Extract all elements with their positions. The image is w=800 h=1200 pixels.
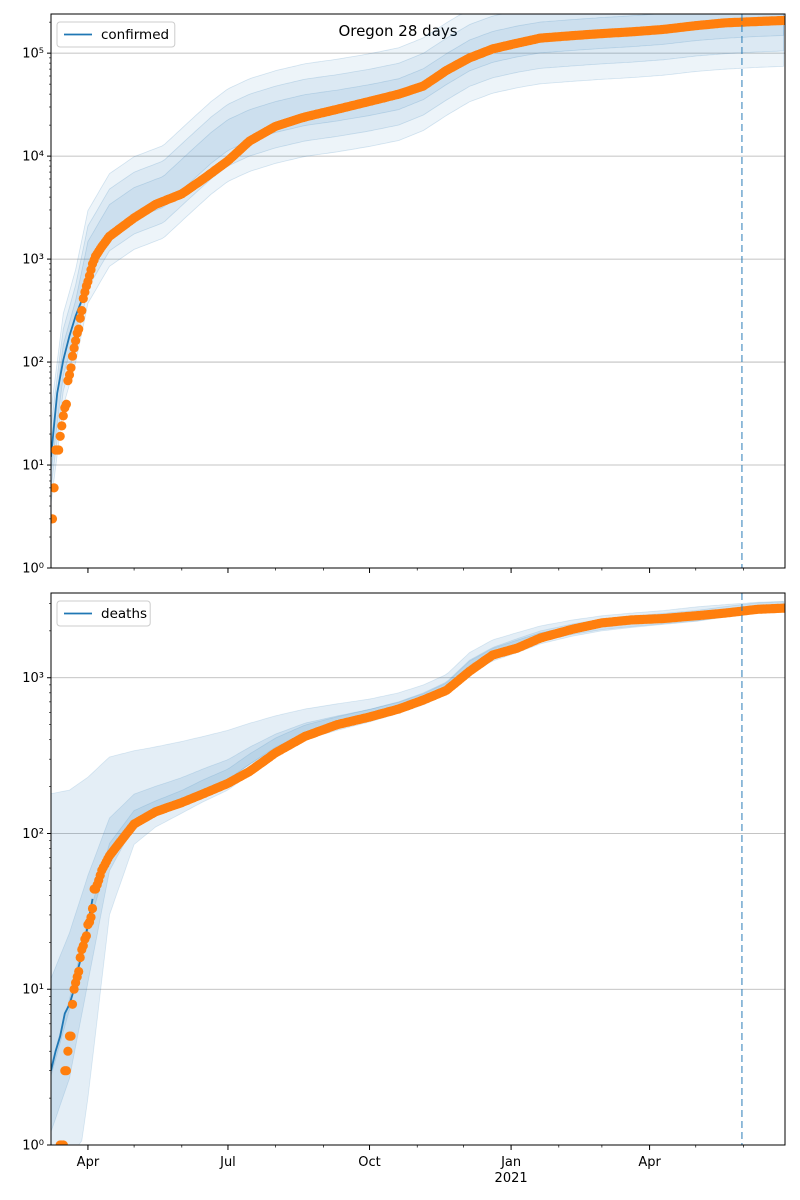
observed-point	[57, 421, 67, 431]
y-tick-label: 10⁴	[22, 150, 44, 165]
observed-point	[54, 445, 64, 455]
observed-point	[58, 1140, 68, 1145]
legend: deaths	[56, 600, 151, 627]
observed-points	[55, 603, 785, 1145]
x-tick-label: Jul	[219, 1155, 236, 1170]
legend-label: deaths	[101, 606, 147, 622]
observed-point	[51, 483, 59, 493]
axes-frame	[50, 592, 786, 1146]
observed-point	[64, 370, 75, 380]
observed-point	[87, 903, 98, 914]
y-tick-label: 10⁵	[22, 47, 44, 62]
y-tick-label: 10¹	[22, 459, 44, 474]
axes-frame	[50, 13, 786, 569]
uncertainty-band	[51, 14, 784, 488]
observed-points	[51, 15, 785, 524]
observed-point	[66, 363, 76, 373]
y-tick-label: 10⁰	[22, 562, 44, 577]
observed-point	[75, 313, 85, 323]
observed-point	[81, 931, 91, 941]
observed-point	[61, 399, 71, 409]
x-axis	[87, 568, 744, 573]
x-tick-label: Oct	[358, 1155, 380, 1170]
observed-point	[75, 952, 85, 963]
y-tick-label: 10¹	[22, 983, 44, 998]
x-tick-label: Jan	[500, 1155, 521, 1170]
observed-point	[67, 351, 78, 361]
x-tick-sublabel: 2021	[495, 1171, 528, 1186]
observed-point	[69, 343, 79, 353]
observed-point	[63, 1046, 73, 1056]
y-tick-label: 10³	[22, 253, 44, 268]
x-tick-label: Apr	[638, 1155, 661, 1170]
figure-title: Oregon 28 days	[338, 22, 457, 40]
series-line	[51, 299, 83, 457]
observed-point	[74, 324, 84, 334]
y-tick-label: 10²	[22, 356, 44, 371]
observed-point	[86, 912, 96, 922]
observed-point	[77, 306, 87, 316]
uncertainty-band	[51, 14, 784, 504]
legend-box	[56, 600, 151, 627]
observed-point	[71, 336, 81, 346]
uncertainty-bands	[51, 14, 784, 504]
uncertainty-bands	[51, 600, 784, 1145]
y-tick-label: 10³	[22, 671, 44, 686]
uncertainty-band	[51, 14, 784, 473]
observed-point	[55, 431, 65, 441]
observed-point	[61, 1066, 71, 1076]
observed-point	[780, 15, 785, 25]
observed-point	[67, 999, 78, 1009]
uncertainty-band	[51, 601, 784, 1077]
legend-label: confirmed	[101, 27, 169, 43]
y-tick-label: 10⁰	[22, 1139, 44, 1154]
observed-point	[74, 966, 84, 977]
legend: confirmed	[56, 21, 176, 48]
observed-point	[66, 1031, 76, 1041]
uncertainty-band	[51, 600, 784, 1145]
uncertainty-band	[51, 604, 784, 1132]
legend-box	[56, 21, 176, 48]
observed-point	[51, 514, 58, 524]
x-tick-label: Apr	[77, 1155, 100, 1170]
panel-confirmed: 10⁰ 10¹ 10² 10³ 10⁴ 10⁵ confirmed	[22, 13, 786, 577]
observed-point	[58, 411, 68, 421]
observed-point	[780, 603, 785, 613]
y-axis: 10⁰ 10¹ 10² 10³	[22, 603, 51, 1154]
y-axis: 10⁰ 10¹ 10² 10³ 10⁴ 10⁵	[22, 21, 51, 577]
y-tick-label: 10²	[22, 827, 44, 842]
